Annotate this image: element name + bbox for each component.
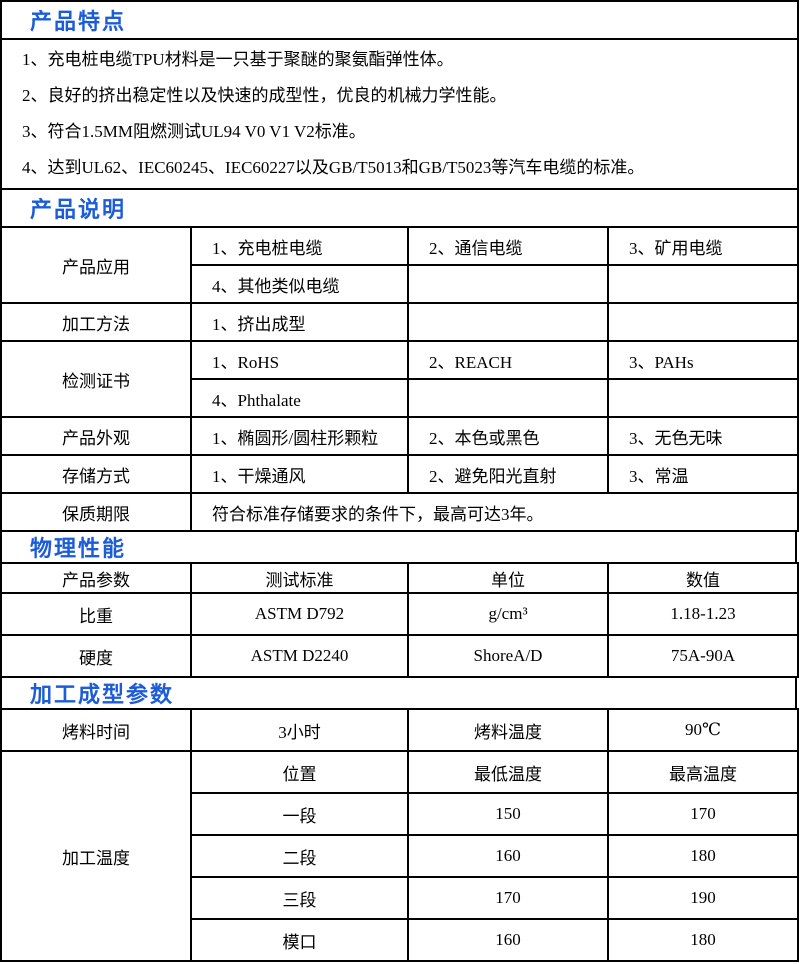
unit: ShoreA/D	[407, 634, 609, 678]
section-title-physical-properties: 物理性能	[0, 530, 797, 564]
value-cell: 1、RoHS	[190, 340, 409, 380]
value-cell: 2、通信电缆	[407, 226, 609, 266]
min-temp: 160	[407, 918, 609, 962]
value-cell: 2、避免阳光直射	[407, 454, 609, 494]
value-cell: 1、充电桩电缆	[190, 226, 409, 266]
table-row: 模口 160 180	[1, 918, 799, 962]
empty-cell	[606, 378, 800, 418]
column-header-max-temp: 最高温度	[607, 750, 799, 794]
table-row: 二段 160 180	[1, 834, 799, 878]
label-shelf-life: 保质期限	[0, 492, 192, 532]
zone-name: 一段	[190, 792, 409, 836]
section-title-row: 产品说明	[0, 188, 800, 228]
empty-cell	[407, 378, 609, 418]
feature-item: 2、良好的挤出稳定性以及快速的成型性，优良的机械力学性能。	[22, 86, 507, 105]
value-cell: 2、本色或黑色	[407, 416, 609, 456]
value-cell: 3、PAHs	[606, 340, 800, 380]
min-temp: 170	[407, 876, 609, 920]
table-row: 一段 150 170	[1, 792, 799, 836]
label-test-certificates: 检测证书	[0, 340, 192, 418]
min-temp: 160	[407, 834, 609, 878]
label-bake-time: 烤料时间	[0, 708, 192, 752]
table-header-row: 产品参数 测试标准 单位 数值	[0, 562, 799, 594]
min-temp: 150	[407, 792, 609, 836]
table-row: 保质期限 符合标准存储要求的条件下，最高可达3年。	[0, 492, 800, 532]
value: 75A-90A	[607, 634, 799, 678]
table-row: 产品外观 1、椭圆形/圆柱形颗粒 2、本色或黑色 3、无色无味	[0, 416, 800, 456]
features-list: 1、充电桩电缆TPU材料是一只基于聚醚的聚氨酯弹性体。 2、良好的挤出稳定性以及…	[0, 38, 800, 190]
value-cell: 1、椭圆形/圆柱形颗粒	[190, 416, 409, 456]
value-cell: 4、其他类似电缆	[190, 264, 409, 304]
table-row: 存储方式 1、干燥通风 2、避免阳光直射 3、常温	[0, 454, 800, 494]
zone-name: 三段	[190, 876, 409, 920]
label-bake-temperature: 烤料温度	[407, 708, 609, 752]
section-title-row: 产品特点	[0, 0, 800, 40]
column-header-test-standard: 测试标准	[190, 562, 409, 594]
section-title-processing-parameters: 加工成型参数	[0, 676, 797, 710]
label-storage-method: 存储方式	[0, 454, 192, 494]
features-row: 1、充电桩电缆TPU材料是一只基于聚醚的聚氨酯弹性体。 2、良好的挤出稳定性以及…	[0, 38, 800, 190]
value: 1.18-1.23	[607, 592, 799, 636]
section-title-product-description: 产品说明	[0, 188, 800, 228]
empty-cell	[407, 302, 609, 342]
feature-item: 3、符合1.5MM阻燃测试UL94 V0 V1 V2标准。	[22, 122, 366, 141]
max-temp: 180	[607, 918, 799, 962]
table-row: 烤料时间 3小时 烤料温度 90℃	[0, 708, 799, 752]
label-product-appearance: 产品外观	[0, 416, 192, 456]
value-cell: 1、挤出成型	[190, 302, 409, 342]
feature-item: 1、充电桩电缆TPU材料是一只基于聚醚的聚氨酯弹性体。	[22, 50, 454, 69]
value-cell: 3、无色无味	[606, 416, 800, 456]
column-header-min-temp: 最低温度	[407, 750, 609, 794]
column-header-value: 数值	[607, 562, 799, 594]
column-header-unit: 单位	[407, 562, 609, 594]
table-row: 加工方法 1、挤出成型	[0, 302, 800, 342]
empty-cell	[606, 264, 800, 304]
empty-cell	[407, 264, 609, 304]
processing-parameters-table: 烤料时间 3小时 烤料温度 90℃ 加工温度 位置 最低温度 最高温度 一段 1…	[0, 708, 799, 962]
label-processing-method: 加工方法	[0, 302, 192, 342]
max-temp: 170	[607, 792, 799, 836]
value-cell: 3、矿用电缆	[606, 226, 800, 266]
table-row: 比重 ASTM D792 g/cm³ 1.18-1.23	[0, 592, 799, 636]
label-processing-temperature: 加工温度	[0, 750, 192, 962]
table-row: 4、Phthalate	[1, 378, 800, 418]
value-cell: 3、常温	[606, 454, 800, 494]
empty-cell	[606, 302, 800, 342]
bake-time-value: 3小时	[190, 708, 409, 752]
section-title-product-features: 产品特点	[0, 0, 800, 40]
label-product-application: 产品应用	[0, 226, 192, 304]
zone-name: 模口	[190, 918, 409, 962]
table-row: 4、其他类似电缆	[1, 264, 800, 304]
test-standard: ASTM D792	[190, 592, 409, 636]
param-name: 比重	[0, 592, 192, 636]
table-row: 硬度 ASTM D2240 ShoreA/D 75A-90A	[0, 634, 799, 678]
physical-properties-table: 产品参数 测试标准 单位 数值 比重 ASTM D792 g/cm³ 1.18-…	[0, 562, 799, 678]
table-row: 检测证书 1、RoHS 2、REACH 3、PAHs	[0, 340, 800, 418]
value-cell: 4、Phthalate	[190, 378, 409, 418]
max-temp: 190	[607, 876, 799, 920]
table-row: 三段 170 190	[1, 876, 799, 920]
test-standard: ASTM D2240	[190, 634, 409, 678]
value-cell: 1、干燥通风	[190, 454, 409, 494]
product-description-table: 产品特点 1、充电桩电缆TPU材料是一只基于聚醚的聚氨酯弹性体。 2、良好的挤出…	[0, 0, 800, 532]
shelf-life-note: 符合标准存储要求的条件下，最高可达3年。	[189, 492, 800, 532]
param-name: 硬度	[0, 634, 192, 678]
zone-name: 二段	[190, 834, 409, 878]
unit: g/cm³	[407, 592, 609, 636]
bake-temperature-value: 90℃	[607, 708, 799, 752]
column-header-position: 位置	[190, 750, 409, 794]
column-header-parameter: 产品参数	[0, 562, 192, 594]
feature-item: 4、达到UL62、IEC60245、IEC60227以及GB/T5013和GB/…	[22, 158, 645, 177]
table-row: 加工温度 位置 最低温度 最高温度	[0, 750, 799, 962]
table-row: 产品应用 1、充电桩电缆 2、通信电缆 3、矿用电缆	[0, 226, 800, 304]
value-cell: 2、REACH	[407, 340, 609, 380]
max-temp: 180	[607, 834, 799, 878]
